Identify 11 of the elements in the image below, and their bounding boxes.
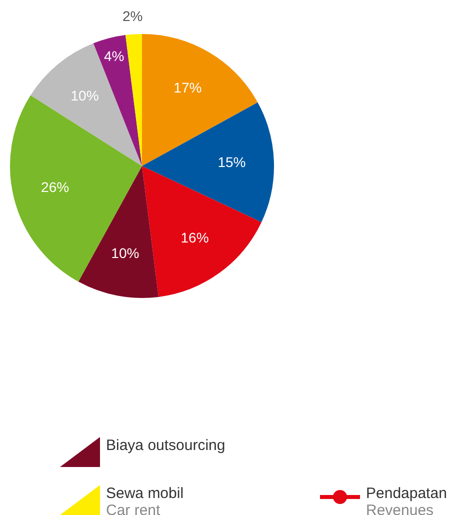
text: Pendapatan Revenues bbox=[366, 485, 447, 515]
data-label: 16% bbox=[180, 229, 209, 246]
data-label: 10% bbox=[111, 245, 140, 262]
data-label: 10% bbox=[70, 88, 99, 104]
legend-label: Sewa mobil Car rent bbox=[106, 485, 184, 515]
data-label: 4% bbox=[104, 48, 124, 64]
data-label: 2% bbox=[122, 8, 143, 24]
data-label: 15% bbox=[218, 154, 246, 170]
data-label: 26% bbox=[41, 179, 70, 196]
data-label: 17% bbox=[174, 80, 202, 96]
legend-label: Biaya outsourcing bbox=[106, 437, 226, 454]
